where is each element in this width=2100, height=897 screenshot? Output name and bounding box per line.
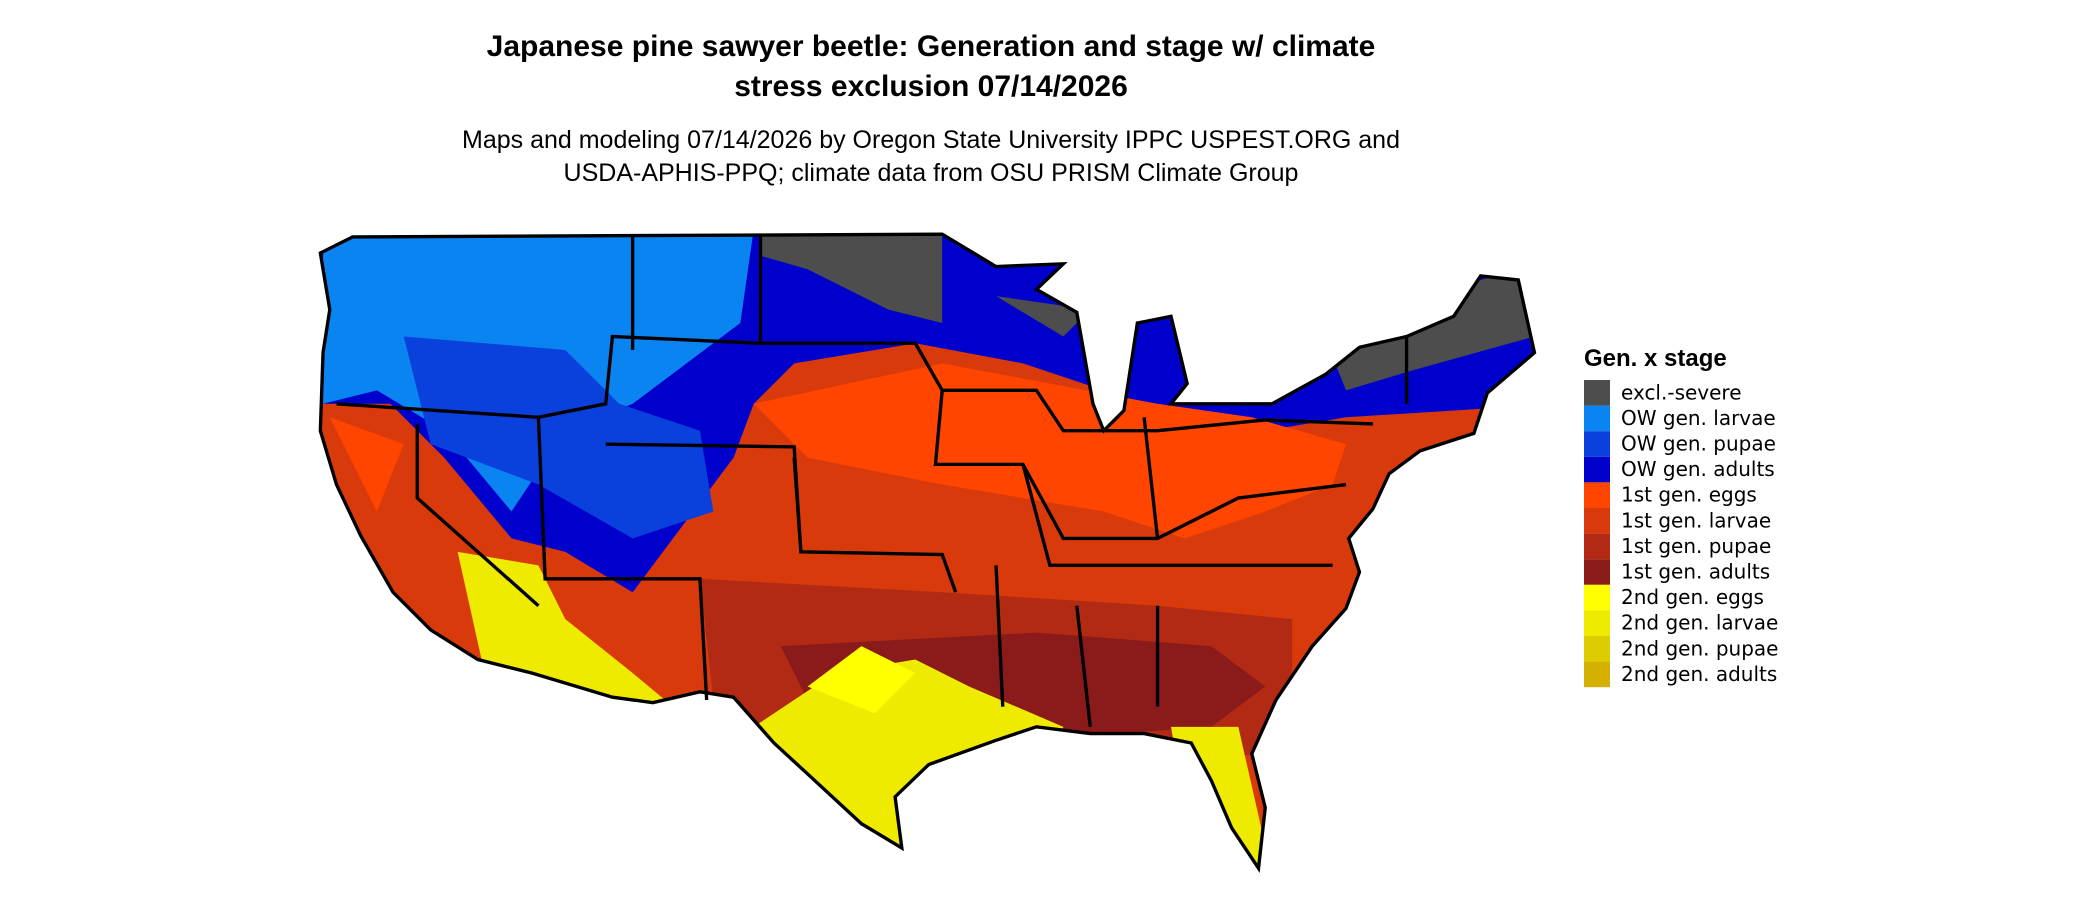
legend-swatch: [1584, 380, 1610, 406]
legend-label: 1st gen. larvae: [1621, 508, 1771, 532]
legend-label: 1st gen. eggs: [1621, 483, 1757, 507]
legend-swatch: [1584, 661, 1610, 688]
legend-label: OW gen. pupae: [1621, 432, 1776, 456]
legend-label: 1st gen. pupae: [1621, 534, 1771, 558]
title-line: Japanese pine sawyer beetle: Generation …: [487, 30, 1376, 63]
legend-swatch: [1584, 508, 1610, 534]
map: [318, 232, 1537, 870]
legend-title: Gen. x stage: [1584, 345, 1727, 372]
legend-swatch: [1584, 482, 1610, 508]
state-borders: [318, 232, 1537, 870]
legend-swatch: [1584, 405, 1610, 432]
legend-label: 1st gen. adults: [1621, 560, 1770, 584]
map-region: [403, 336, 714, 539]
map-region: [329, 363, 1346, 539]
legend-swatch: [1584, 584, 1610, 611]
subtitle-line: Maps and modeling 07/14/2026 by Oregon S…: [462, 126, 1400, 154]
state-lines: [336, 235, 1409, 728]
legend-swatch: [1584, 636, 1610, 662]
legend-label: 2nd gen. larvae: [1621, 611, 1778, 635]
legend-swatch: [1584, 431, 1610, 457]
legend-label: OW gen. larvae: [1621, 406, 1776, 430]
legend-label: excl.-severe: [1621, 380, 1742, 404]
legend-swatch: [1584, 533, 1610, 560]
map-region: [807, 646, 916, 714]
legend-label: 2nd gen. adults: [1621, 662, 1777, 686]
legend-swatch: [1584, 610, 1610, 636]
legend-swatch: [1584, 456, 1610, 483]
legend-label: 2nd gen. pupae: [1621, 636, 1778, 660]
legend-label: 2nd gen. eggs: [1621, 585, 1764, 609]
title-line: stress exclusion 07/14/2026: [734, 70, 1128, 103]
legend-swatch: [1584, 559, 1610, 585]
subtitle-line: USDA-APHIS-PPQ; climate data from OSU PR…: [564, 159, 1299, 187]
legend-label: OW gen. adults: [1621, 457, 1775, 481]
